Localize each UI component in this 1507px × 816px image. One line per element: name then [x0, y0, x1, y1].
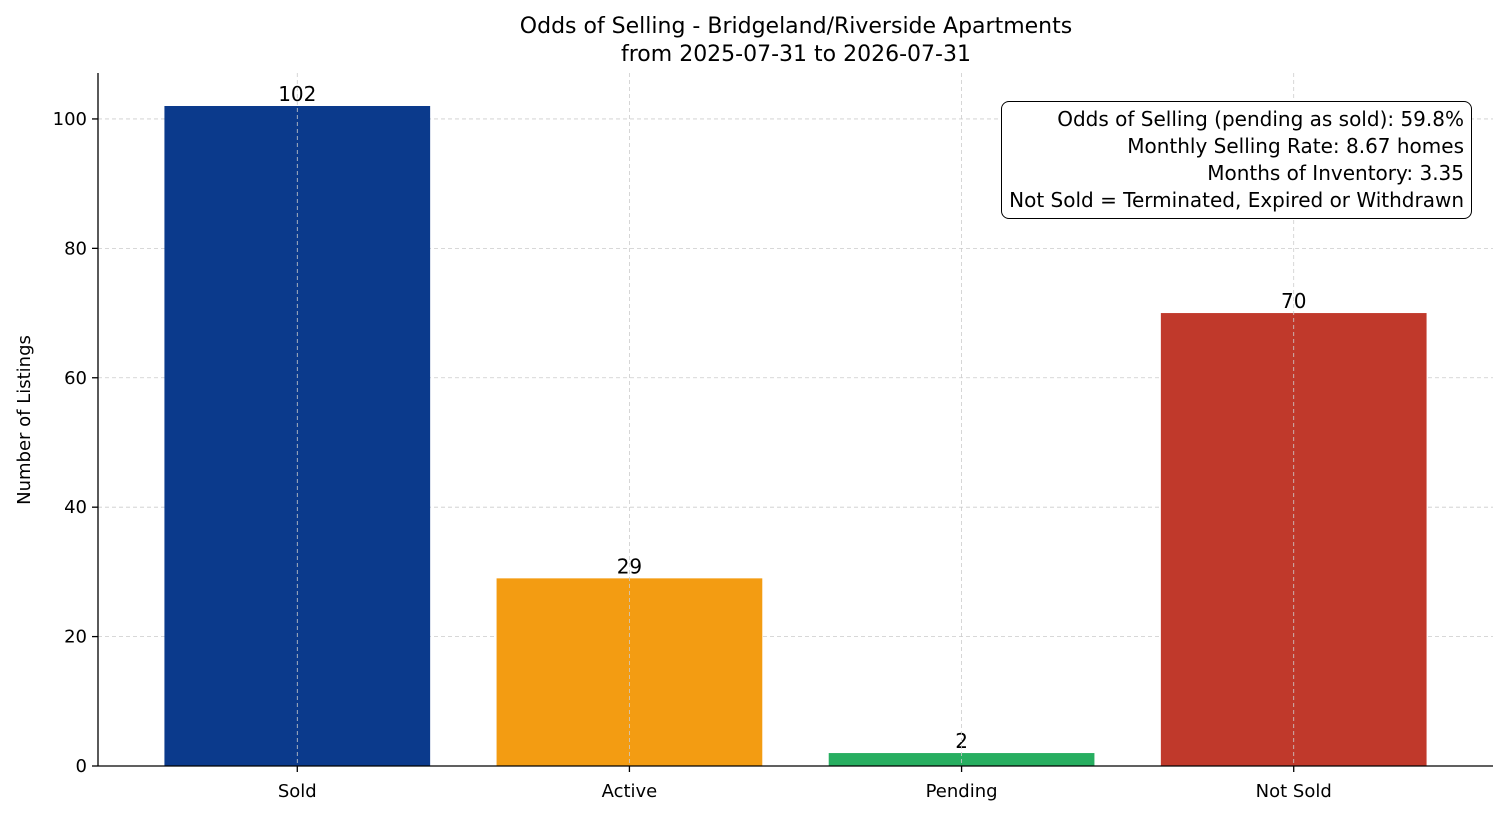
y-tick-label-80: 80: [64, 238, 87, 259]
y-tick-label-0: 0: [76, 756, 87, 777]
x-tick-label-active: Active: [602, 781, 658, 802]
y-tick-label-20: 20: [64, 627, 87, 648]
summary-annotation-box: Odds of Selling (pending as sold): 59.8%…: [1001, 101, 1472, 219]
bar-sold: [164, 106, 431, 766]
annotation-odds-line: Odds of Selling (pending as sold): 59.8%: [1057, 107, 1464, 131]
y-axis: 0 20 40 60 80 100: [53, 73, 99, 777]
chart-title: Odds of Selling - Bridgeland/Riverside A…: [520, 14, 1072, 39]
annotation-definition-line: Not Sold = Terminated, Expired or Withdr…: [1009, 188, 1464, 212]
y-tick-label-40: 40: [64, 497, 87, 518]
chart-subtitle: from 2025-07-31 to 2026-07-31: [621, 42, 971, 67]
y-tick-label-60: 60: [64, 368, 87, 389]
x-tick-label-sold: Sold: [278, 781, 317, 802]
annotation-inventory-line: Months of Inventory: 3.35: [1207, 161, 1464, 185]
y-axis-label: Number of Listings: [14, 335, 35, 505]
x-tick-label-pending: Pending: [926, 781, 998, 802]
x-tick-label-not-sold: Not Sold: [1256, 781, 1332, 802]
y-tick-label-100: 100: [53, 109, 87, 130]
x-axis: Sold Active Pending Not Sold: [98, 765, 1493, 802]
annotation-rate-line: Monthly Selling Rate: 8.67 homes: [1127, 134, 1464, 158]
